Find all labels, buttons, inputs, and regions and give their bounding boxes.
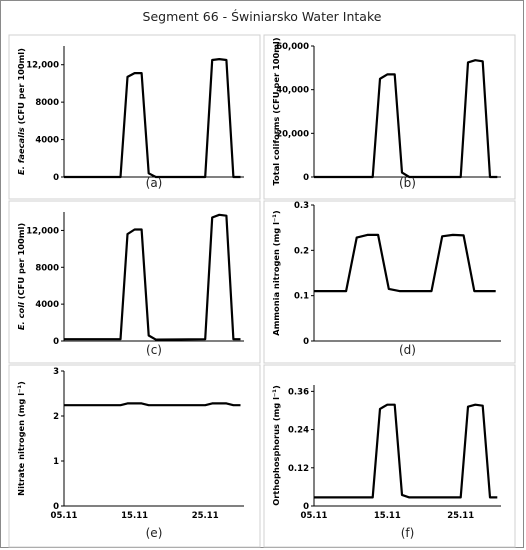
panel-4-ytick-label: 0.3 bbox=[294, 201, 309, 211]
panel-2-ytick-label: 40,000 bbox=[276, 86, 309, 96]
panel-5-xtick-label: 25.11 bbox=[192, 511, 219, 521]
panel-2-series-line bbox=[314, 59, 498, 179]
panel-2-y-axis-label: Total coliforms (CFU per 100ml) bbox=[271, 37, 281, 185]
panel-6-xtick-label: 25.11 bbox=[447, 511, 474, 521]
panel-4-letter: (d) bbox=[399, 343, 416, 357]
panel-1-y-label-italic: E. faecalis bbox=[16, 127, 26, 175]
panel-3-y-label-italic: E. coli bbox=[16, 302, 26, 330]
panel-1-ytick-label: 12,000 bbox=[26, 61, 59, 71]
panel-6-frame bbox=[263, 364, 516, 548]
panel-3-y-axis-label: E. coli (CFU per 100ml) bbox=[16, 223, 26, 330]
panel-3-ytick-label: 0 bbox=[53, 337, 59, 347]
panel-1-letter: (a) bbox=[146, 176, 163, 190]
panel-4-ytick-label: 0 bbox=[303, 337, 309, 347]
panel-1-series-line bbox=[64, 57, 241, 179]
panel-3-y-label-text: (CFU per 100ml) bbox=[16, 223, 26, 302]
panel-5-y-axis-label: Nitrate nitrogen (mg l⁻¹) bbox=[16, 381, 26, 496]
panel-5-y-label-text: Nitrate nitrogen (mg l⁻¹) bbox=[16, 381, 26, 496]
panel-4-frame bbox=[263, 200, 516, 364]
panel-5-letter: (e) bbox=[146, 526, 163, 540]
panel-5-series-line bbox=[64, 402, 241, 407]
panel-6-ytick-label: 0.36 bbox=[288, 387, 309, 397]
panel-3-series-line bbox=[64, 213, 241, 341]
panel-1-y-label-text: (CFU per 100ml) bbox=[16, 48, 26, 127]
panel-6-letter: (f) bbox=[401, 526, 415, 540]
panel-3-ytick-label: 12,000 bbox=[26, 226, 59, 236]
panel-6-series-line bbox=[314, 403, 498, 499]
panel-3-ytick-label: 4000 bbox=[35, 300, 59, 310]
panel-2-y-label-text: Total coliforms (CFU per 100ml) bbox=[271, 37, 281, 185]
panel-1-y-axis-label: E. faecalis (CFU per 100ml) bbox=[16, 48, 26, 175]
panel-6-xtick-label: 15.11 bbox=[374, 511, 401, 521]
figure-title: Segment 66 - Świniarsko Water Intake bbox=[142, 9, 382, 24]
panel-2-ytick-label: 0 bbox=[303, 173, 309, 183]
panel-6-y-axis-label: Orthophosphorus (mg l⁻¹) bbox=[271, 385, 281, 506]
panel-1-ytick-label: 8000 bbox=[35, 98, 59, 108]
panel-1-frame bbox=[8, 34, 261, 200]
panel-6-ytick-label: 0.24 bbox=[288, 426, 309, 436]
panel-5-ytick-label: 2 bbox=[53, 412, 59, 422]
panel-4-ytick-label: 0.2 bbox=[294, 246, 309, 256]
panel-3-frame bbox=[8, 200, 261, 364]
panel-6-ytick-label: 0 bbox=[303, 502, 309, 512]
panel-5-ytick-label: 1 bbox=[53, 457, 59, 467]
panel-3-ytick-label: 8000 bbox=[35, 263, 59, 273]
panel-4-y-axis-label: Ammonia nitrogen (mg l⁻¹) bbox=[271, 210, 281, 336]
panel-6-y-label-text: Orthophosphorus (mg l⁻¹) bbox=[271, 385, 281, 506]
panel-5-xtick-label: 15.11 bbox=[121, 511, 148, 521]
panel-2-letter: (b) bbox=[399, 176, 416, 190]
panel-4-ytick-label: 0.1 bbox=[294, 292, 309, 302]
panel-3-letter: (c) bbox=[146, 343, 162, 357]
panel-2-frame bbox=[263, 34, 516, 200]
panel-5-xtick-label: 05.11 bbox=[51, 511, 78, 521]
panel-4-y-label-text: Ammonia nitrogen (mg l⁻¹) bbox=[271, 210, 281, 336]
panel-5-ytick-label: 0 bbox=[53, 502, 59, 512]
panel-6-ytick-label: 0.12 bbox=[288, 464, 309, 474]
panel-2-ytick-label: 60,000 bbox=[276, 42, 309, 52]
panel-5-ytick-label: 3 bbox=[53, 367, 59, 377]
panel-1-ytick-label: 0 bbox=[53, 173, 59, 183]
panel-6-xtick-label: 05.11 bbox=[301, 511, 328, 521]
panel-2-ytick-label: 20,000 bbox=[276, 129, 309, 139]
panel-5-frame bbox=[8, 364, 261, 548]
panel-4-series-line bbox=[314, 233, 496, 293]
panel-1-ytick-label: 4000 bbox=[35, 136, 59, 146]
